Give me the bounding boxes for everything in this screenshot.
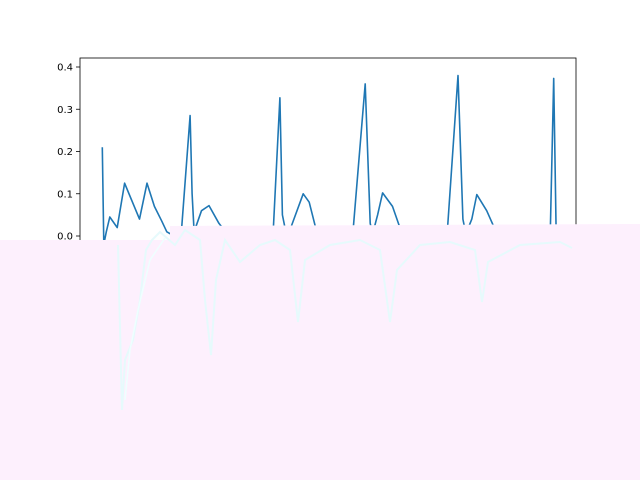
overlay-trace [117, 228, 573, 411]
y-axis: 0.4 0.3 0.2 0.1 0.0 [57, 63, 80, 243]
y-tick-label: 0.2 [57, 147, 73, 158]
y-tick-label: 0.3 [57, 105, 73, 116]
overlay-trace-secondary [124, 237, 166, 401]
y-tick-label: 0.4 [57, 63, 73, 74]
y-tick-label: 0.0 [57, 232, 73, 243]
overlay-layer [0, 224, 640, 480]
overlay-occluder [0, 224, 640, 480]
y-tick-label: 0.1 [57, 189, 73, 200]
